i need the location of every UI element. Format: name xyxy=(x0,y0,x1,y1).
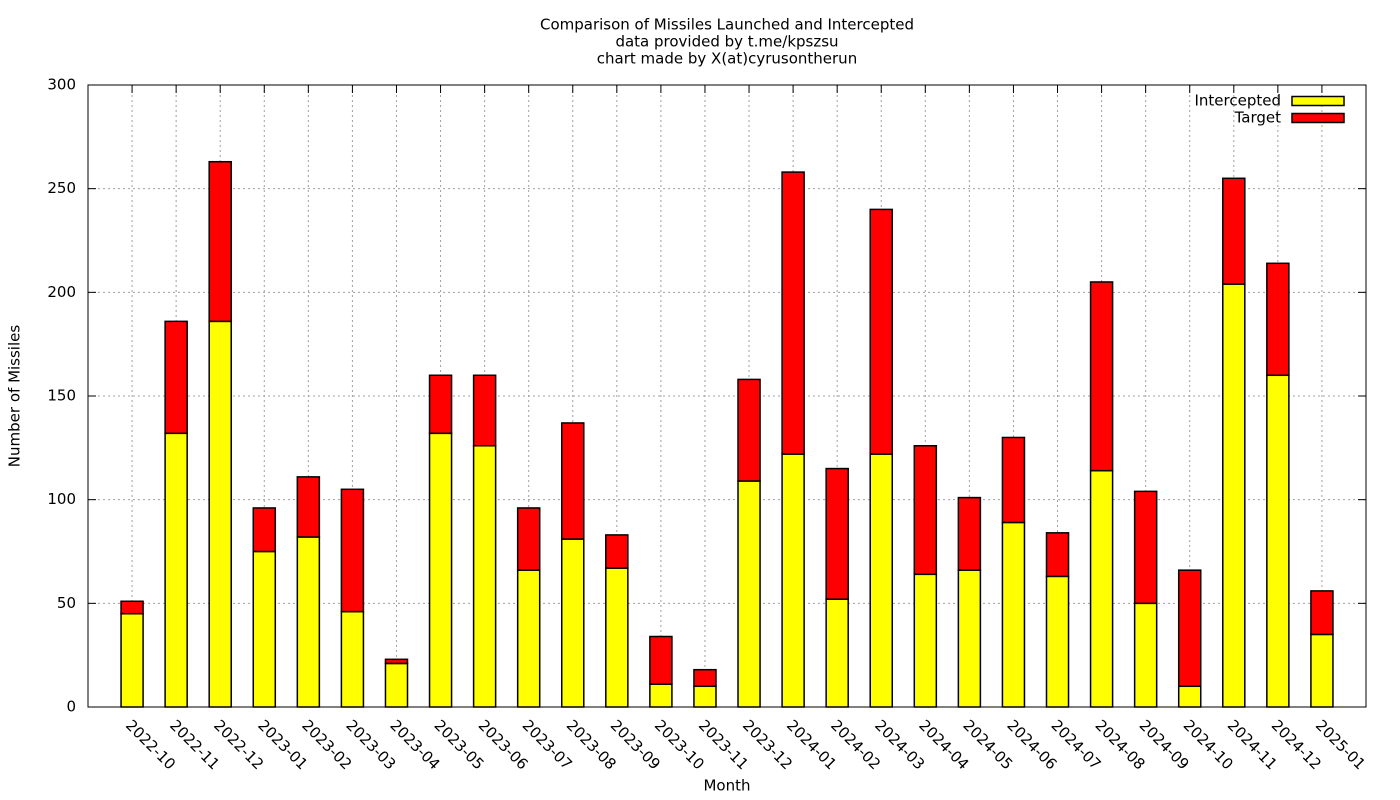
bar-segment xyxy=(605,534,629,569)
bar-segment xyxy=(737,378,761,482)
bar-segment xyxy=(252,507,277,553)
bar-segment xyxy=(208,320,232,708)
bar-segment xyxy=(340,488,365,613)
y-tick-label: 300 xyxy=(47,76,76,94)
bar-segment xyxy=(1133,602,1158,708)
bar-segment xyxy=(516,507,541,571)
y-tick-label: 150 xyxy=(47,387,76,405)
bar-segment xyxy=(1177,685,1202,708)
bar-segment xyxy=(1045,532,1070,578)
bar-segment xyxy=(825,467,849,600)
bar-segment xyxy=(781,171,805,455)
bar-segment xyxy=(472,445,497,708)
y-axis-label: Number of Missiles xyxy=(6,325,24,468)
bar-segment xyxy=(472,374,497,447)
chart-title: Comparison of Missiles Launched and Inte… xyxy=(540,16,914,34)
bar-segment xyxy=(1310,633,1334,708)
bar-segment xyxy=(1266,262,1290,377)
bar-segment xyxy=(560,422,585,540)
bar-segment xyxy=(1222,177,1246,285)
chart-title: data provided by t.me/kpszsu xyxy=(615,33,838,51)
bar-segment xyxy=(649,635,673,685)
bar-segment xyxy=(693,685,717,708)
bar-segment xyxy=(164,320,188,435)
bar-segment xyxy=(252,550,277,708)
bar-segment xyxy=(869,453,894,708)
chart-title: chart made by X(at)cyrusontherun xyxy=(597,50,857,68)
legend-label: Target xyxy=(1234,109,1282,127)
bar-segment xyxy=(1089,281,1114,472)
bar-segment xyxy=(208,160,232,323)
bar-segment xyxy=(957,496,982,571)
legend-label: Intercepted xyxy=(1194,92,1281,110)
legend-swatch xyxy=(1291,112,1345,124)
bar-segment xyxy=(384,662,409,708)
bar-segment xyxy=(913,573,938,708)
bar-segment xyxy=(649,683,673,708)
bar-segment xyxy=(825,598,849,708)
y-tick-label: 100 xyxy=(47,490,76,508)
bar-segment xyxy=(869,208,894,455)
bar-segment xyxy=(1089,469,1114,708)
bar-segment xyxy=(296,476,321,538)
y-tick-label: 0 xyxy=(66,698,76,716)
bar-segment xyxy=(1222,283,1246,708)
bar-segment xyxy=(384,658,409,665)
bar-segment xyxy=(605,567,629,708)
bar-segment xyxy=(693,668,717,688)
y-tick-label: 50 xyxy=(57,594,76,612)
bar-segment xyxy=(516,569,541,708)
bar-segment xyxy=(1045,575,1070,708)
bar-segment xyxy=(428,432,453,708)
bar-segment xyxy=(120,612,144,708)
titles: Comparison of Missiles Launched and Inte… xyxy=(540,16,914,68)
bar-segment xyxy=(560,538,585,708)
plot-frame xyxy=(87,84,1367,708)
legend-swatch xyxy=(1291,95,1345,107)
bar-segment xyxy=(957,569,982,708)
bar-segment xyxy=(913,445,938,576)
bar-segment xyxy=(781,453,805,708)
bar-segment xyxy=(1266,374,1290,708)
bar-segment xyxy=(340,610,365,708)
bar-segment xyxy=(1177,569,1202,688)
bar-segment xyxy=(1310,590,1334,636)
bar-segment xyxy=(296,536,321,708)
bar-segment xyxy=(1001,521,1026,708)
bar-segment xyxy=(1133,490,1158,605)
bar-segment xyxy=(737,480,761,708)
y-tick-label: 250 xyxy=(47,179,76,197)
bar-segment xyxy=(164,432,188,708)
bar-segment xyxy=(1001,436,1026,524)
bar-segment xyxy=(428,374,453,435)
bar-segment xyxy=(120,600,144,615)
x-axis-label: Month xyxy=(703,777,750,795)
y-tick-label: 200 xyxy=(47,283,76,301)
